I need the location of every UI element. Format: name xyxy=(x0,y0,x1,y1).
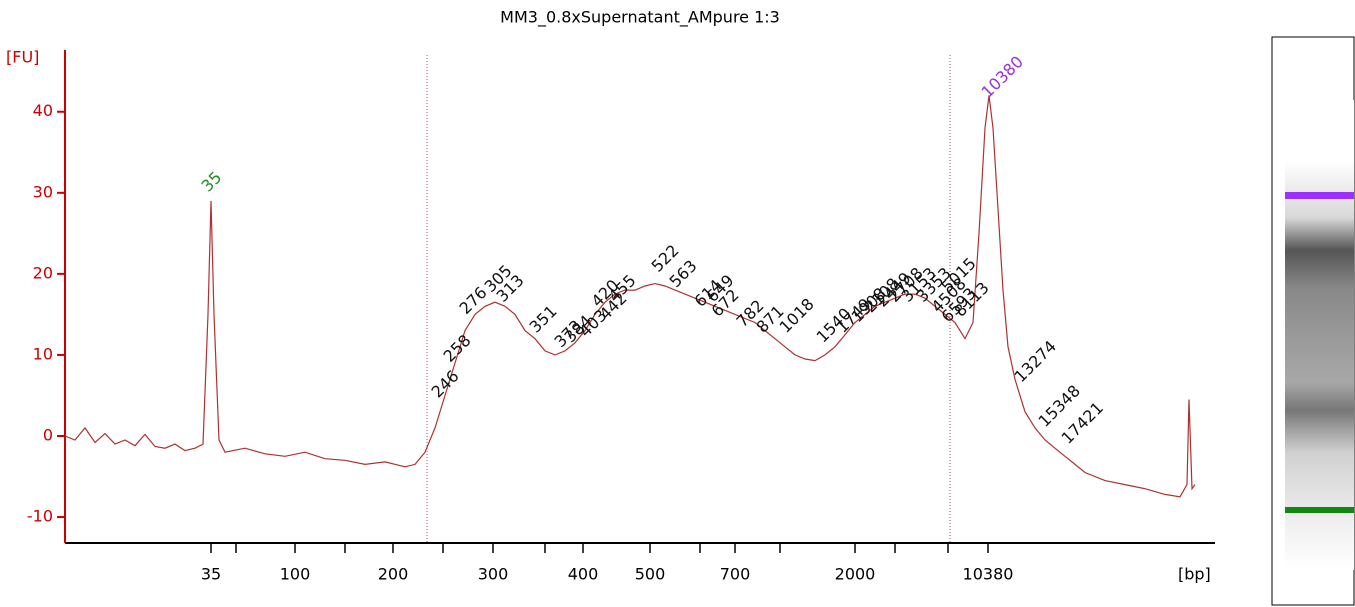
y-tick-label: 0 xyxy=(43,425,53,444)
x-tick-label: 100 xyxy=(280,565,311,584)
gel-upper-marker xyxy=(1285,192,1354,199)
x-tick-label: 200 xyxy=(378,565,409,584)
chart-title: MM3_0.8xSupernatant_AMpure 1:3 xyxy=(500,8,780,28)
gel-lower-marker xyxy=(1285,507,1354,513)
peak-label: 258 xyxy=(440,331,475,366)
peak-label: 351 xyxy=(526,302,561,337)
y-tick-label: 40 xyxy=(33,101,53,120)
peak-label: 1018 xyxy=(776,294,818,336)
y-tick-label: 10 xyxy=(33,344,53,363)
peak-label: 10380 xyxy=(978,52,1027,101)
peak-label: 246 xyxy=(428,366,463,401)
x-tick-label: 400 xyxy=(568,565,599,584)
x-tick-label: 500 xyxy=(635,565,666,584)
gel-smear xyxy=(1285,100,1354,570)
x-tick-label: 10380 xyxy=(963,565,1014,584)
x-tick-label: 2000 xyxy=(835,565,876,584)
x-tick-label: 700 xyxy=(720,565,751,584)
y-axis-label: [FU] xyxy=(6,48,39,67)
peak-label: 13274 xyxy=(1011,337,1060,386)
y-tick-label: -10 xyxy=(27,507,53,526)
x-tick-label: 35 xyxy=(201,565,221,584)
gel-lane xyxy=(1271,36,1355,606)
y-tick-label: 20 xyxy=(33,263,53,282)
y-tick-label: 30 xyxy=(33,182,53,201)
x-axis-label: [bp] xyxy=(1178,565,1211,584)
peak-label: 35 xyxy=(198,168,226,196)
x-tick-label: 300 xyxy=(478,565,509,584)
trace xyxy=(64,95,1196,498)
